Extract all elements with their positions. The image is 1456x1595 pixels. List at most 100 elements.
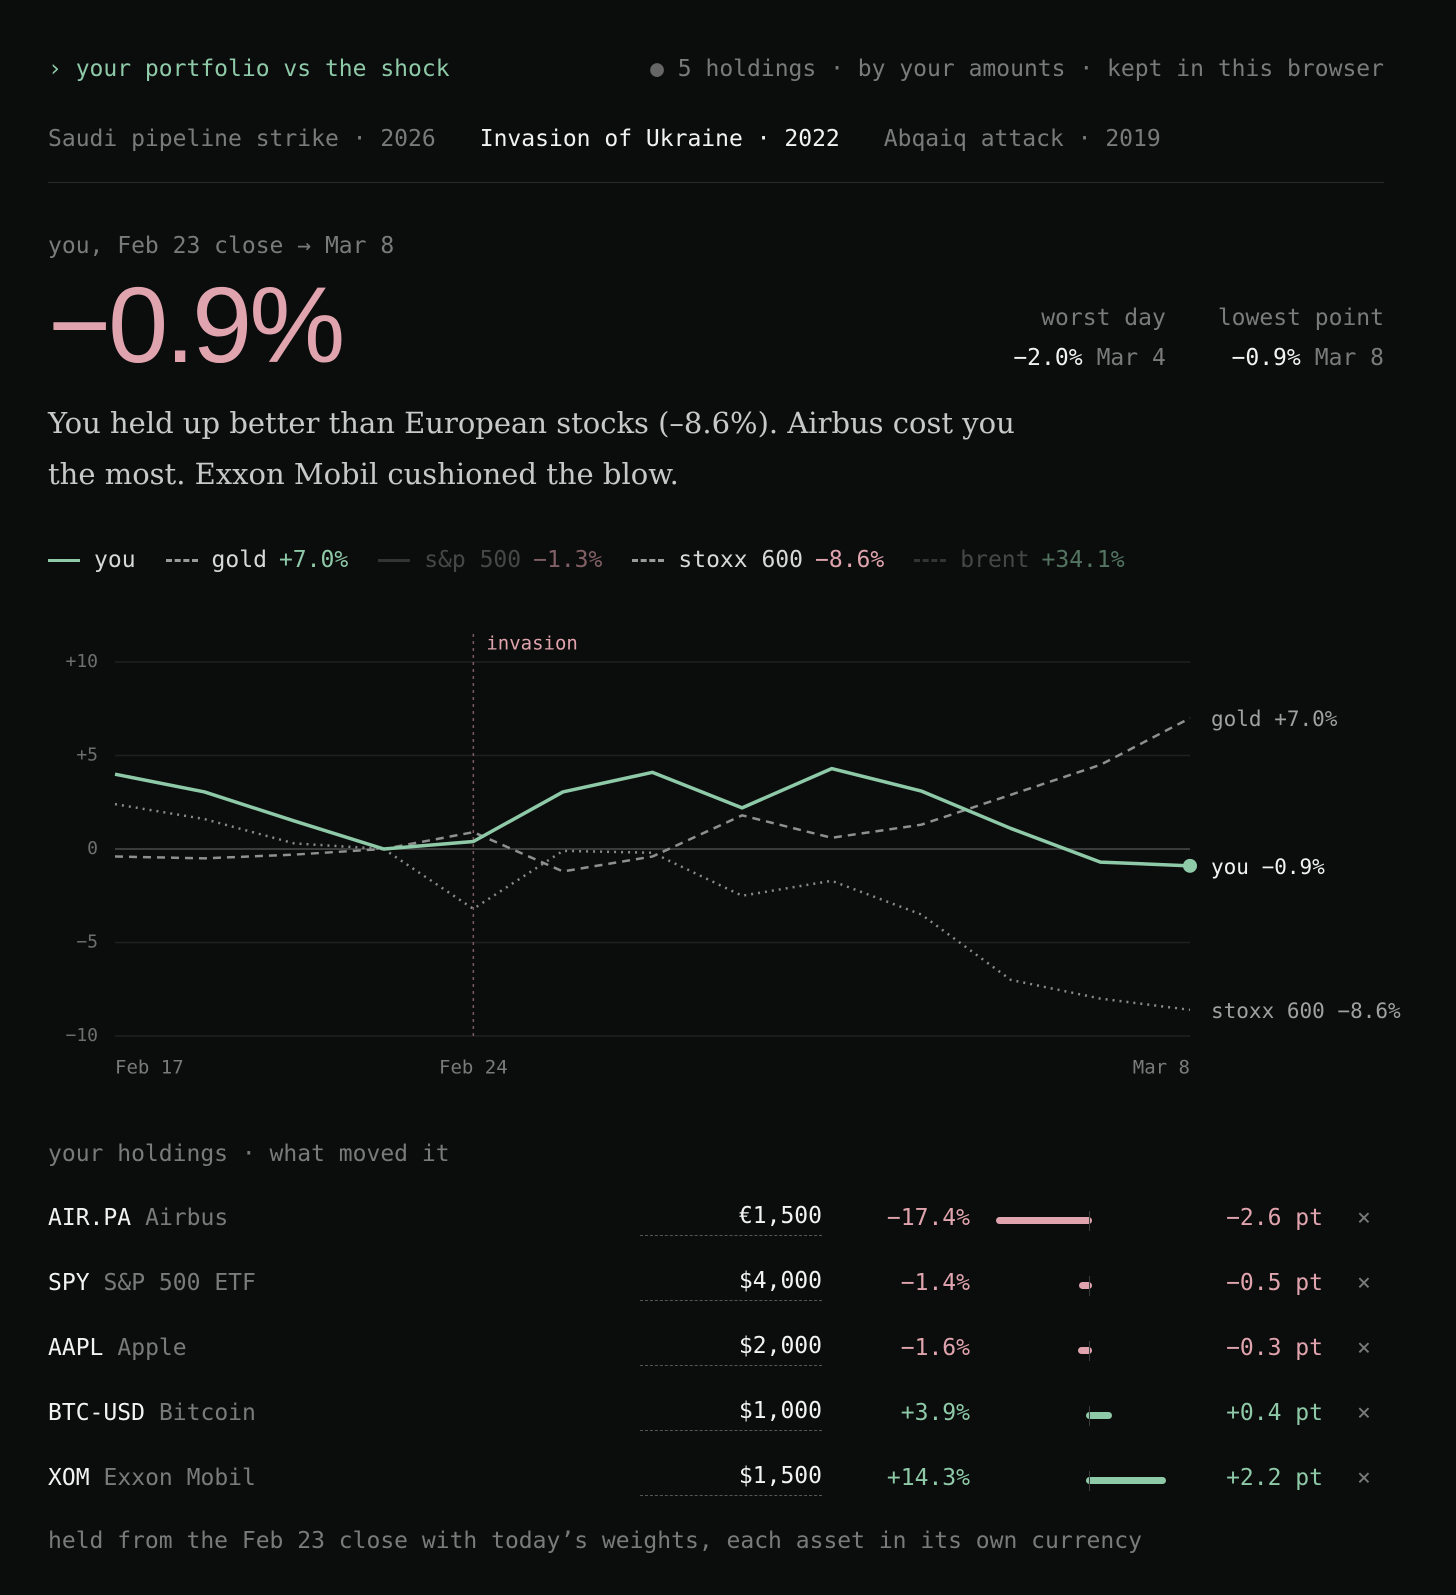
y-tick-label: 0 (87, 838, 98, 859)
holding-name: Exxon Mobil (103, 1465, 256, 1491)
bar (1086, 1477, 1167, 1484)
ticker: AAPL (48, 1335, 104, 1361)
remove-button[interactable]: × (1357, 1335, 1371, 1361)
bar-axis (1089, 1406, 1090, 1426)
legend: you gold +7.0% s&p 500 −1.3% stoxx 600 −8.6% br… (48, 547, 1125, 573)
tab[interactable]: Saudi pipeline strike · 2026 (48, 126, 436, 152)
legend-item[interactable]: you (48, 547, 136, 573)
bar (995, 1217, 1092, 1224)
legend-change: −1.3% (533, 547, 603, 573)
holding-name: Bitcoin (158, 1400, 256, 1426)
legend-name: gold (211, 547, 267, 573)
bar (1078, 1282, 1092, 1289)
holding-label: BTC-USD Bitcoin (48, 1400, 256, 1426)
stat-label: worst day (1041, 305, 1166, 331)
bar-axis (1089, 1276, 1090, 1296)
y-tick-label: −5 (76, 932, 98, 953)
stat-value: −0.9% (1231, 345, 1301, 371)
y-tick-label: +10 (65, 651, 98, 672)
chart: +10 +5 0 −5 −10 Feb 17 Feb 24 Mar 8 invasion gold… (65, 633, 1401, 1079)
legend-name: you (94, 547, 136, 573)
legend-item[interactable]: brent +34.1% (914, 547, 1125, 573)
holding-name: Airbus (145, 1205, 229, 1231)
x-tick-label: Feb 17 (115, 1057, 184, 1079)
stat-date: Mar 4 (1096, 345, 1166, 371)
legend-swatch (378, 558, 411, 562)
change: −1.4% (900, 1270, 970, 1296)
series-line (114, 716, 1191, 873)
legend-swatch (632, 558, 665, 562)
contribution: +0.4 pt (1226, 1400, 1323, 1426)
change: −1.6% (900, 1335, 970, 1361)
amount[interactable]: $2,000 (640, 1333, 822, 1366)
status-dot: ● (650, 56, 664, 82)
holding-name: S&P 500 ETF (103, 1270, 256, 1296)
bar-axis (1089, 1471, 1090, 1491)
legend-item[interactable]: s&p 500 −1.3% (378, 547, 602, 573)
x-tick-label: Feb 24 (439, 1057, 508, 1079)
y-tick-label: +5 (76, 745, 98, 766)
holding-name: Apple (117, 1335, 187, 1361)
stat-row: −2.0% Mar 4 (1013, 345, 1166, 371)
headline: −0.9% (48, 264, 345, 385)
y-tick-label: −10 (65, 1025, 98, 1046)
legend-swatch (48, 558, 80, 562)
holding-label: AIR.PA Airbus (48, 1205, 228, 1231)
end-label: gold +7.0% (1211, 707, 1338, 731)
change: +3.9% (900, 1400, 970, 1426)
amount[interactable]: $4,000 (640, 1268, 822, 1301)
bar-axis (1089, 1211, 1090, 1231)
contribution: +2.2 pt (1226, 1465, 1323, 1491)
series-line (114, 802, 1191, 1012)
title: › your portfolio vs the shock (48, 56, 450, 82)
contribution: −2.6 pt (1226, 1205, 1323, 1231)
stat: worst day −2.0% Mar 4 (1013, 305, 1166, 371)
status-text: 5 holdings · by your amounts · kept in t… (677, 56, 1384, 82)
legend-change: +7.0% (278, 547, 349, 573)
bar (1077, 1347, 1092, 1354)
divider (48, 182, 1384, 183)
x-tick-label: Mar 8 (1133, 1057, 1190, 1079)
amount[interactable]: €1,500 (640, 1203, 822, 1236)
tabs: Saudi pipeline strike · 2026 Invasion of … (48, 126, 1205, 152)
bar-axis (1089, 1341, 1090, 1361)
tab[interactable]: Abqaiq attack · 2019 (883, 126, 1161, 152)
stat: lowest point −0.9% Mar 8 (1218, 305, 1384, 371)
remove-button[interactable]: × (1357, 1205, 1371, 1231)
series-line (114, 766, 1191, 868)
amount[interactable]: $1,500 (640, 1463, 822, 1496)
note: held from the Feb 23 close with today’s … (48, 1528, 1142, 1554)
amount[interactable]: $1,000 (640, 1398, 822, 1431)
holdings-title: your holdings · what moved it (48, 1141, 450, 1167)
change: +14.3% (886, 1465, 970, 1491)
remove-button[interactable]: × (1357, 1465, 1371, 1491)
holding-label: AAPL Apple (48, 1335, 187, 1361)
tab[interactable]: Invasion of Ukraine · 2022 (479, 126, 840, 152)
remove-button[interactable]: × (1357, 1400, 1371, 1426)
event-label: invasion (486, 633, 578, 655)
legend-item[interactable]: gold +7.0% (165, 547, 349, 573)
legend-name: stoxx 600 (678, 547, 803, 573)
ticker: SPY (48, 1270, 90, 1296)
summary-text: You held up better than European stocks … (48, 406, 1015, 491)
ticker: XOM (48, 1465, 90, 1491)
legend-swatch (914, 558, 947, 562)
ticker: AIR.PA (48, 1205, 132, 1231)
stat-row: −0.9% Mar 8 (1218, 345, 1385, 371)
ticker: BTC-USD (48, 1400, 145, 1426)
legend-item[interactable]: stoxx 600 −8.6% (632, 547, 884, 573)
legend-swatch (165, 558, 198, 562)
holding-label: SPY S&P 500 ETF (48, 1270, 256, 1296)
holding-label: XOM Exxon Mobil (48, 1465, 256, 1491)
status: ● 5 holdings · by your amounts · kept in… (650, 56, 1384, 82)
bar (1086, 1412, 1113, 1419)
stat-date: Mar 8 (1314, 345, 1384, 371)
legend-name: s&p 500 (424, 547, 522, 573)
legend-name: brent (960, 547, 1030, 573)
remove-button[interactable]: × (1357, 1270, 1371, 1296)
stat-label: lowest point (1217, 305, 1384, 331)
change: −17.4% (886, 1205, 970, 1231)
end-label: you −0.9% (1211, 855, 1325, 879)
legend-change: +34.1% (1041, 547, 1125, 573)
